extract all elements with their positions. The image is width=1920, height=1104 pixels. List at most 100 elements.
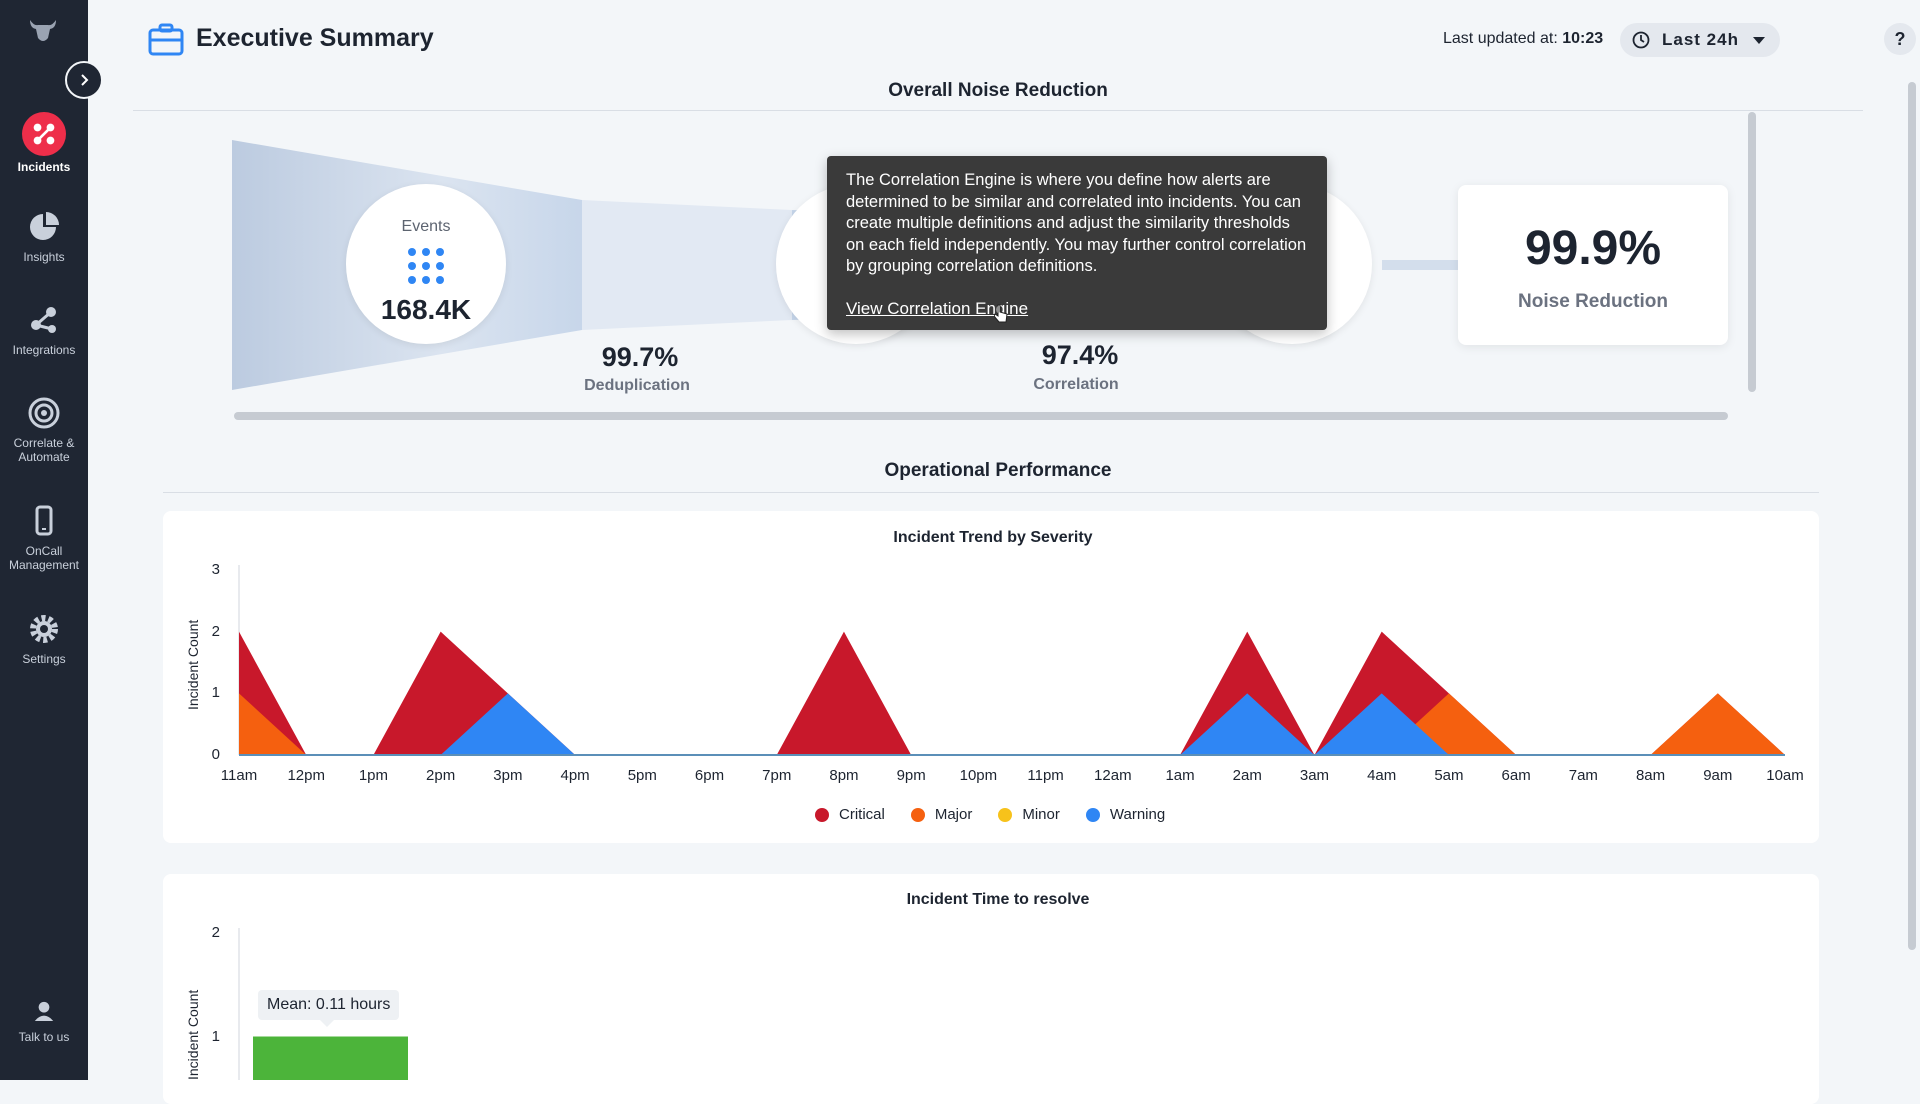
trend-x-tick: 4am — [1367, 767, 1397, 784]
incident-trend-card — [163, 511, 1819, 843]
help-button[interactable]: ? — [1884, 23, 1916, 55]
trend-x-tick: 9am — [1703, 767, 1733, 784]
sidebar-item-label: OnCall — [25, 544, 63, 558]
trend-x-tick: 9pm — [896, 767, 926, 784]
chevron-down-icon — [1752, 36, 1765, 44]
resolve-y-tick: 1 — [211, 1027, 220, 1045]
sidebar-item-label-2: Automate — [18, 450, 70, 464]
trend-chart-title: Incident Trend by Severity — [893, 529, 1093, 546]
trend-x-tick: 7pm — [762, 767, 792, 784]
trend-x-tick: 11am — [220, 767, 258, 784]
trend-x-tick: 1pm — [358, 767, 389, 784]
divider — [163, 492, 1819, 493]
sidebar-collapse-button[interactable] — [65, 61, 103, 99]
trend-x-tick: 5am — [1434, 767, 1464, 784]
last-updated: Last updated at: 10:23 — [1443, 30, 1603, 48]
legend-item-major[interactable]: Major — [910, 806, 973, 823]
noise-reduction-card: 99.9% Noise Reduction — [1458, 185, 1728, 345]
legend-item-warning[interactable]: Warning — [1085, 806, 1166, 823]
trend-x-tick: 10pm — [959, 767, 998, 784]
trend-x-tick: 6pm — [694, 767, 725, 784]
sidebar-item-label: Insights — [23, 250, 65, 264]
trend-x-tick: 11pm — [1027, 767, 1064, 784]
correlation-value: 97.4% — [1041, 340, 1119, 370]
trend-x-tick: 7am — [1568, 767, 1598, 784]
talk-to-us-label: Talk to us — [18, 1030, 70, 1044]
phone-icon — [35, 505, 53, 536]
trend-x-tick: 5pm — [627, 767, 657, 784]
trend-x-tick: 12am — [1094, 767, 1132, 784]
bull-logo-icon[interactable] — [26, 14, 60, 48]
funnel-horizontal-scrollbar[interactable] — [234, 412, 1728, 420]
sidebar-item-settings[interactable]: Settings — [0, 612, 88, 666]
legend-item-critical[interactable]: Critical — [815, 806, 885, 823]
sidebar-item-oncall[interactable]: OnCall Management — [0, 504, 88, 572]
view-correlation-engine-link[interactable]: View Correlation Engine — [846, 298, 1029, 318]
sidebar-item-label: Incidents — [17, 160, 71, 174]
divider — [133, 110, 1863, 111]
chevron-right-icon — [81, 74, 89, 86]
legend-label: Warning — [1109, 806, 1166, 823]
page-title: Executive Summary — [196, 24, 434, 52]
legend-label: Major — [934, 806, 973, 823]
noise-reduction-value: 99.9% — [1524, 222, 1662, 275]
last-updated-label: Last updated at: — [1443, 30, 1558, 47]
events-circle: Events 168.4K — [346, 184, 506, 344]
trend-y-tick: 1 — [211, 684, 220, 702]
trend-legend: Critical Major Minor Warning — [815, 806, 1165, 823]
sidebar-item-integrations[interactable]: Integrations — [0, 303, 88, 357]
legend-dot-minor — [998, 807, 1013, 822]
trend-x-tick: 2pm — [426, 767, 456, 784]
trend-y-tick: 3 — [211, 561, 220, 578]
legend-item-minor[interactable]: Minor — [998, 806, 1060, 823]
sidebar-item-label: Correlate & — [13, 436, 75, 450]
support-agent-icon — [34, 1001, 54, 1021]
resolve-chart-title: Incident Time to resolve — [906, 891, 1090, 908]
trend-x-tick: 8pm — [829, 767, 859, 784]
trend-y-tick: 0 — [211, 746, 220, 763]
trend-x-tick: 4pm — [560, 767, 590, 784]
sidebar-item-insights[interactable]: Insights — [0, 210, 88, 264]
funnel-vertical-scrollbar[interactable] — [1748, 112, 1756, 392]
trend-x-tick: 2am — [1232, 767, 1262, 784]
sidebar-item-label: Integrations — [12, 343, 76, 357]
correlation-tooltip: The Correlation Engine is where you defi… — [827, 156, 1327, 330]
noise-reduction-label: Noise Reduction — [1518, 291, 1668, 312]
trend-x-tick: 10am — [1766, 767, 1804, 784]
gear-icon — [30, 615, 58, 643]
pie-chart-icon — [30, 212, 59, 240]
sidebar-item-incidents[interactable]: Incidents — [0, 112, 88, 174]
dedup-label: Deduplication — [584, 377, 690, 394]
header: Executive Summary Last updated at: 10:23… — [88, 0, 1920, 80]
legend-label: Minor — [1022, 806, 1060, 823]
cursor-pointer-icon — [994, 304, 1008, 323]
trend-x-tick: 1am — [1165, 767, 1195, 784]
grid-dots-icon — [408, 248, 444, 284]
briefcase-icon — [148, 23, 184, 56]
last-updated-time: 10:23 — [1562, 30, 1604, 47]
time-to-resolve-card — [163, 874, 1819, 1104]
trend-x-tick: 12pm — [287, 767, 325, 784]
talk-to-us-button[interactable]: Talk to us — [0, 998, 88, 1044]
noise-section-title: Overall Noise Reduction — [888, 80, 1108, 101]
ops-section-title: Operational Performance — [884, 460, 1112, 481]
time-range-dropdown[interactable]: Last 24h — [1620, 23, 1780, 57]
events-label: Events — [401, 218, 451, 235]
incidents-icon — [22, 112, 66, 156]
page-scrollbar[interactable] — [1908, 82, 1916, 950]
sidebar-item-correlate-automate[interactable]: Correlate & Automate — [0, 396, 88, 464]
clock-icon — [1632, 31, 1650, 49]
sidebar-item-label-2: Management — [8, 558, 80, 572]
tooltip-text: The Correlation Engine is where you defi… — [846, 171, 1307, 275]
legend-dot-critical — [815, 807, 829, 822]
trend-x-tick: 6am — [1501, 767, 1531, 784]
legend-label: Critical — [839, 806, 885, 823]
trend-x-tick: 8am — [1635, 767, 1666, 784]
target-icon — [28, 397, 60, 429]
legend-dot-warning — [1085, 807, 1100, 822]
sidebar: Incidents Insights Integrations Correlat… — [0, 0, 88, 1080]
trend-y-axis-label: Incident Count — [185, 619, 201, 710]
time-range-label: Last 24h — [1662, 30, 1739, 49]
trend-x-tick: 3am — [1299, 767, 1330, 784]
trend-x-tick: 3pm — [493, 767, 523, 784]
